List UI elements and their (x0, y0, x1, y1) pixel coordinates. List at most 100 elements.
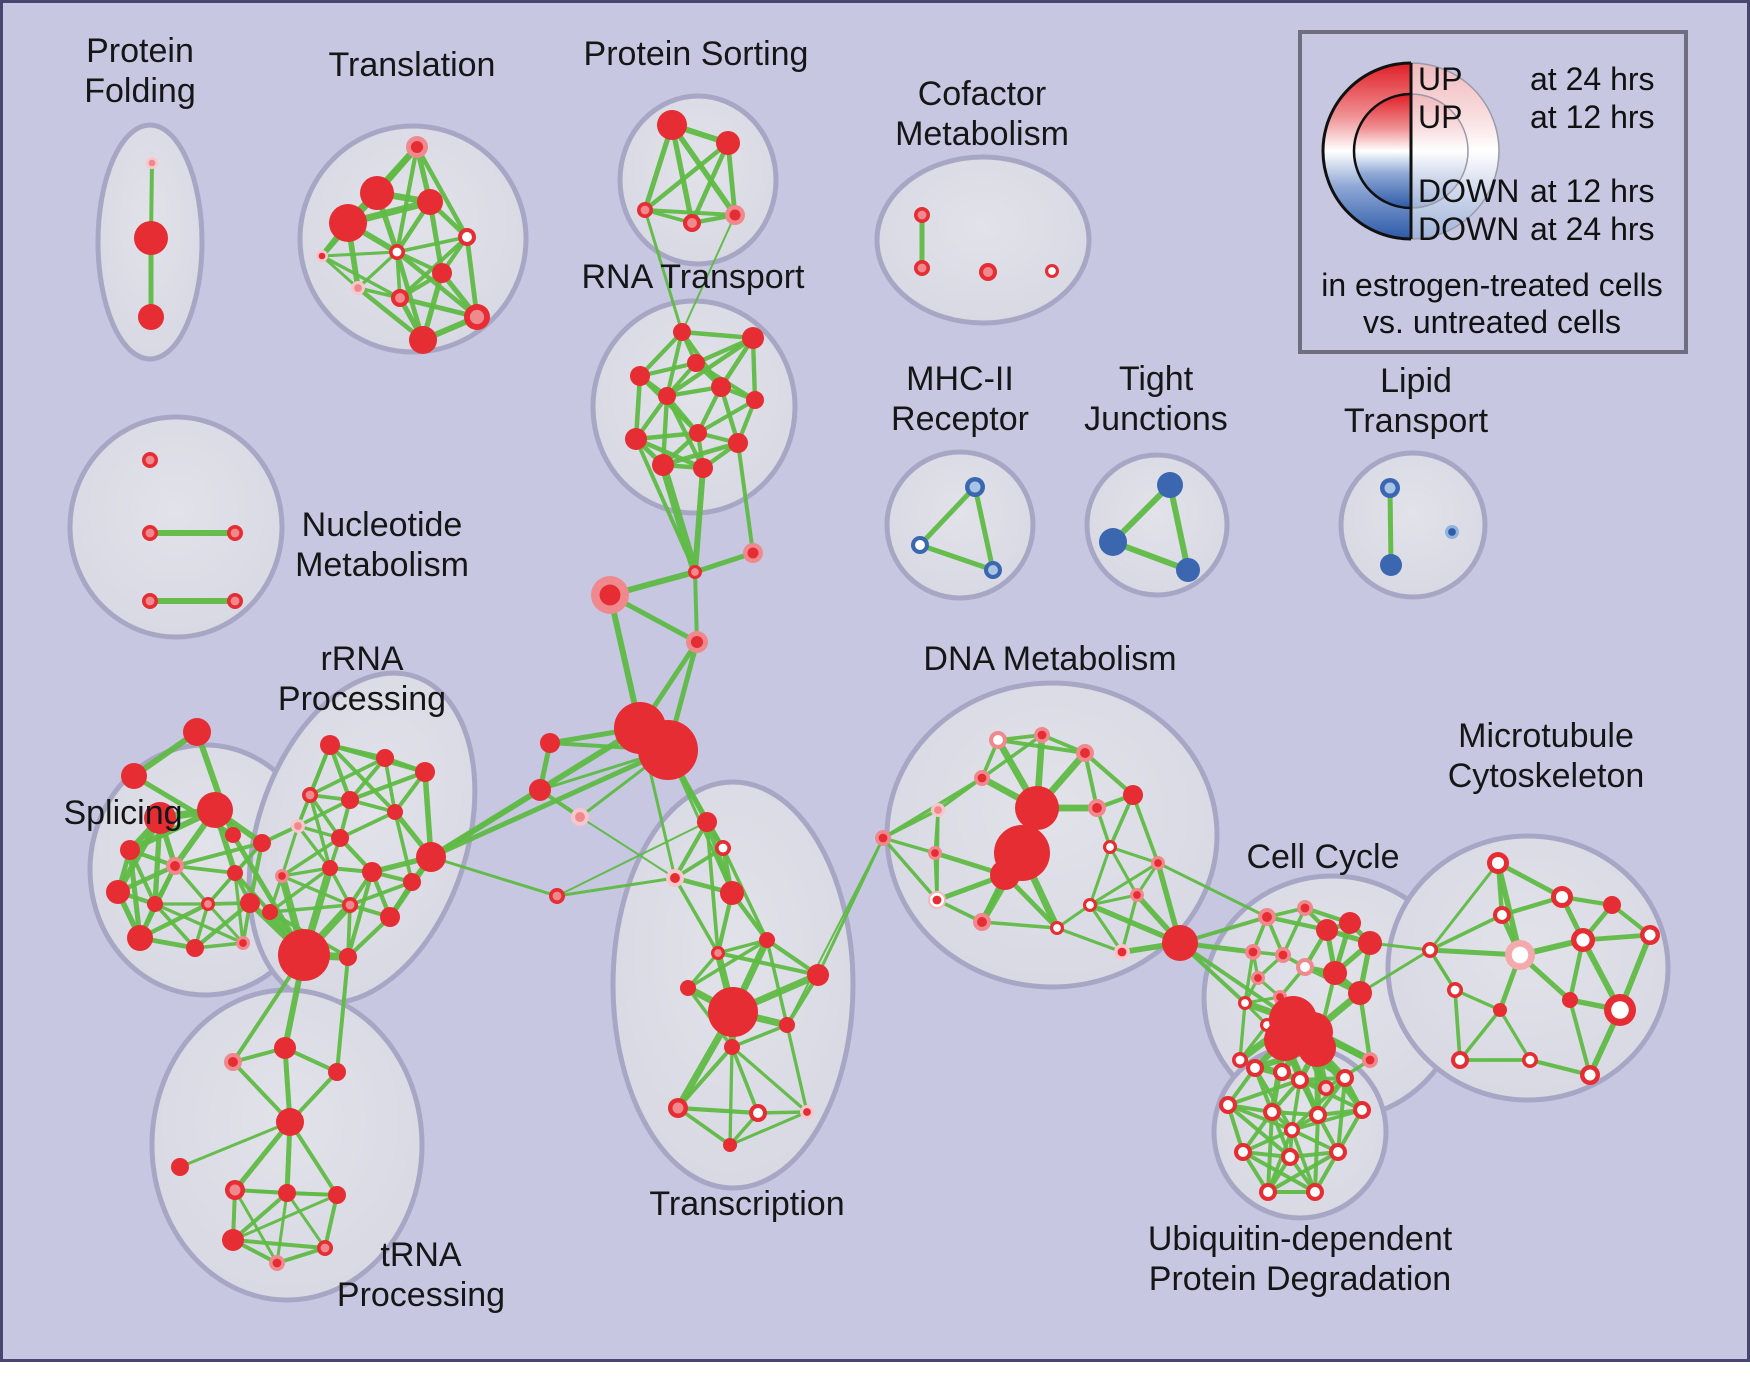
network-node-core (278, 872, 286, 880)
network-node (697, 812, 717, 832)
network-node (652, 454, 674, 476)
cluster-ellipse-translation (297, 123, 529, 355)
network-node-core (1555, 890, 1569, 904)
network-node (625, 428, 647, 450)
network-node-core (1154, 859, 1162, 867)
cluster-label-rna-transport: RNA Transport (582, 258, 806, 296)
network-node-core (1584, 1069, 1596, 1081)
legend: UP at 24 hrs UP at 12 hrs DOWN at 12 hrs DOWN a… (1298, 30, 1688, 354)
network-node-core (145, 596, 155, 606)
cluster-label-nucleotide-metabolism: Metabolism (295, 546, 469, 584)
network-node (274, 1037, 296, 1059)
network-node-core (1497, 910, 1507, 920)
network-node (121, 763, 147, 789)
network-node (322, 860, 338, 876)
network-node (416, 842, 446, 872)
cluster-label-protein-folding: Folding (84, 72, 196, 110)
network-node-core (1080, 748, 1090, 758)
cluster-label-lipid-transport: Lipid (1380, 362, 1452, 400)
network-node (657, 110, 687, 140)
network-node-core (1384, 482, 1396, 494)
network-node-core (1037, 730, 1047, 740)
network-node-core (687, 218, 697, 228)
network-node (278, 929, 330, 981)
network-node-core (977, 917, 987, 927)
network-node-core (1238, 1147, 1248, 1157)
network-node (742, 327, 764, 349)
network-node (1603, 896, 1621, 914)
cluster-label-lipid-transport: Transport (1344, 402, 1489, 440)
legend-caption: in estrogen-treated cells (1321, 267, 1663, 303)
network-node-core (1333, 1147, 1343, 1157)
cluster-label-rrna-processing: rRNA (320, 640, 403, 678)
network-node-core (148, 159, 156, 167)
network-node (1316, 919, 1338, 941)
network-node-core (1287, 1125, 1297, 1135)
network-node-core (1263, 1187, 1273, 1197)
cluster-label-splicing: Splicing (63, 794, 182, 832)
cluster-label-tight-junctions: Tight (1119, 360, 1194, 398)
network-node-core (977, 773, 987, 783)
network-node-core (1525, 1055, 1535, 1065)
network-node-core (1357, 1105, 1367, 1115)
network-node (376, 749, 394, 767)
network-node (225, 827, 241, 843)
network-node-core (230, 528, 240, 538)
network-node-core (228, 1057, 238, 1067)
network-node-core (670, 873, 680, 883)
network-node (1162, 925, 1198, 961)
network-node (716, 131, 740, 155)
network-node (1099, 528, 1127, 556)
legend-time-label: at 24 hrs (1530, 211, 1655, 247)
network-node (278, 1184, 296, 1202)
network-node (1562, 992, 1578, 1008)
cluster-label-microtubule-cytoskeleton: Microtubule (1458, 717, 1634, 755)
network-node-core (1450, 985, 1460, 995)
network-node (1264, 1019, 1306, 1061)
network-node-core (1262, 912, 1272, 922)
cluster-label-cofactor-metabolism: Metabolism (895, 115, 1069, 153)
network-node (728, 433, 748, 453)
legend-direction-label: DOWN (1418, 211, 1519, 247)
network-node-core (718, 843, 728, 853)
network-node (746, 391, 764, 409)
network-node-core (690, 635, 704, 649)
network-node-core (230, 596, 240, 606)
network-node-core (1365, 1055, 1375, 1065)
network-node (1493, 1003, 1507, 1017)
network-node-core (1576, 933, 1590, 947)
legend-time-label: at 24 hrs (1530, 61, 1655, 97)
network-node-core (672, 1102, 684, 1114)
legend-circle-right-half (1411, 62, 1500, 240)
network-node-core (469, 309, 485, 325)
cluster-label-tight-junctions: Junctions (1084, 400, 1228, 438)
network-node (276, 1108, 304, 1136)
network-node-core (1455, 1055, 1465, 1065)
network-node (540, 733, 560, 753)
network-node-core (1285, 1152, 1295, 1162)
legend-box (1298, 30, 1688, 354)
network-node (1015, 786, 1059, 830)
network-node (1339, 912, 1361, 934)
network-node (724, 1039, 740, 1055)
cluster-label-nucleotide-metabolism: Nucleotide (302, 506, 463, 544)
network-node (529, 779, 551, 801)
network-node-core (345, 900, 355, 910)
network-node (331, 829, 349, 847)
network-node-core (915, 540, 925, 550)
cluster-label-protein-sorting: Protein Sorting (584, 35, 809, 73)
network-node (759, 932, 775, 948)
network-node-core (1250, 1063, 1260, 1073)
network-node (362, 862, 382, 882)
network-node-core (1310, 1187, 1320, 1197)
network-node (673, 323, 691, 341)
network-node-core (1491, 856, 1505, 870)
legend-direction-label: UP (1418, 61, 1462, 97)
network-node (658, 387, 676, 405)
network-node-core (1321, 1083, 1331, 1093)
network-node (320, 735, 340, 755)
cluster-label-dna-metabolism: DNA Metabolism (923, 640, 1176, 678)
